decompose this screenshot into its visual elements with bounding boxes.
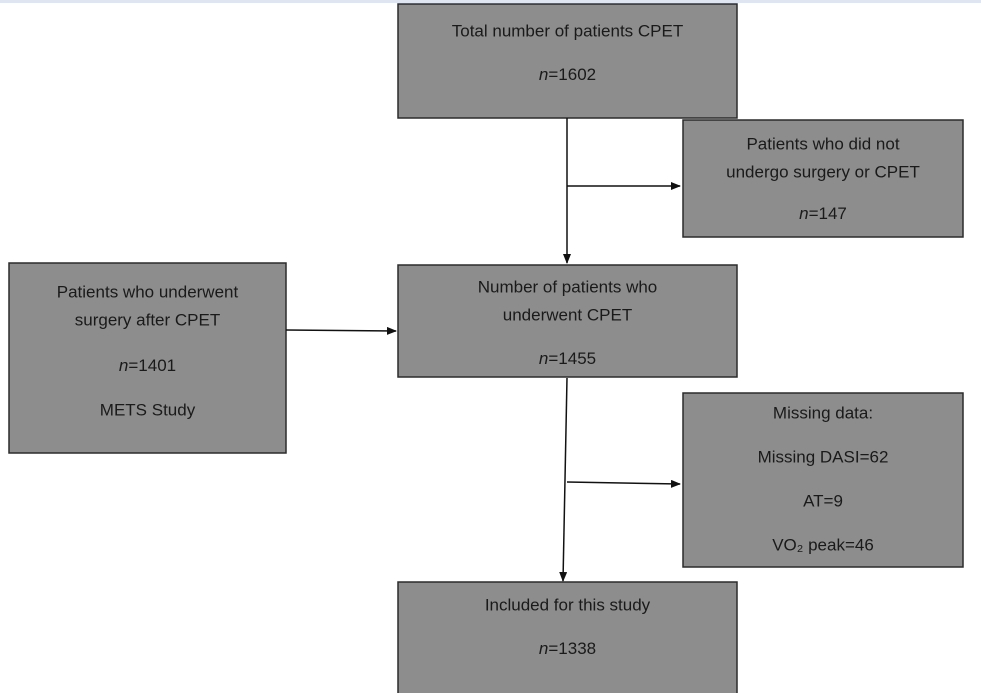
count-text: n=147 [799,204,847,223]
box-text: AT=9 [803,491,843,510]
count-value: =1602 [548,65,596,84]
count-text: n=1401 [119,356,176,375]
box [682,119,964,238]
count-text: n=1338 [539,639,596,658]
count-symbol: n [799,204,808,223]
box [397,3,738,119]
count-text: n=1602 [539,65,596,84]
arrow [285,326,397,335]
top-strip [0,0,981,3]
count-value: =147 [809,204,847,223]
count-text: n=1455 [539,349,596,368]
count-symbol: n [539,65,548,84]
box-text: Included for this study [485,595,651,614]
count-value: =1338 [548,639,596,658]
box-text: Missing data: [773,403,873,422]
box [8,262,287,454]
box-text: Patients who did not [746,134,899,153]
box [682,392,964,568]
box-text: Total number of patients CPET [452,21,684,40]
count-value: =1401 [128,356,176,375]
count-symbol: n [539,349,548,368]
count-symbol: n [119,356,128,375]
box-text: Number of patients who [478,277,658,296]
box [397,581,738,693]
arrow [559,377,568,582]
arrow [566,479,681,488]
count-symbol: n [539,639,548,658]
box-text: surgery after CPET [75,310,221,329]
boxes: Total number of patients CPETn=1602Patie… [8,3,964,693]
box [397,264,738,378]
box-text: underwent CPET [503,305,632,324]
box-text: Missing DASI=62 [758,447,889,466]
box-text: undergo surgery or CPET [726,162,920,181]
box-text: VO₂ peak=46 [772,535,874,554]
box-text: METS Study [100,400,196,419]
count-value: =1455 [548,349,596,368]
box-text: Patients who underwent [57,282,239,301]
